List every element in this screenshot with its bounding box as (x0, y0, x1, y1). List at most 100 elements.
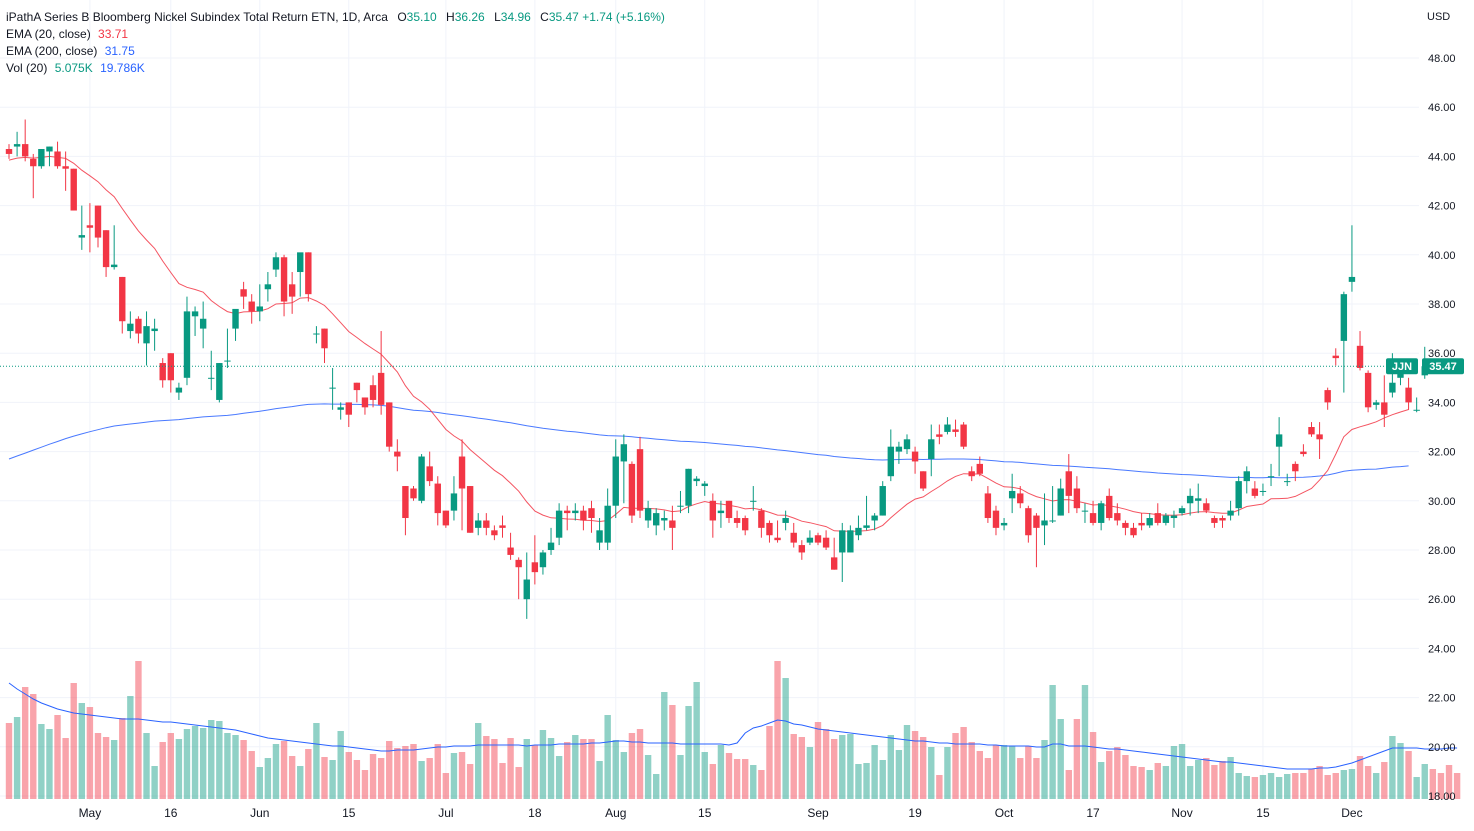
candle-body (1089, 513, 1097, 523)
volume-bar (1453, 773, 1461, 799)
candle-body (1405, 387, 1412, 403)
y-tick-label: 26.00 (1428, 594, 1456, 606)
candle-body (1025, 508, 1032, 536)
candle-body (1348, 276, 1356, 282)
candle-body (1186, 495, 1194, 504)
volume-label: Vol (20) (6, 61, 48, 75)
volume-bar (1429, 769, 1437, 799)
candle-body (847, 530, 854, 553)
volume-bar (1203, 758, 1210, 799)
volume-bar (1356, 756, 1364, 799)
candle-body (1178, 508, 1186, 514)
candle-body (377, 372, 385, 405)
volume-bar (1017, 758, 1024, 799)
currency-label[interactable]: USD (1427, 11, 1451, 23)
volume-bar (1381, 762, 1388, 799)
volume-ma-line (8, 682, 1458, 770)
volume-bar (774, 661, 781, 799)
x-tick-label: 15 (342, 806, 356, 820)
volume-bar (46, 729, 53, 799)
candle-body (353, 382, 361, 391)
price-tag[interactable]: JJN 35.47 (1386, 358, 1464, 375)
volume-bar (822, 729, 830, 799)
ema200-row[interactable]: EMA (200, close) 31.75 (6, 43, 665, 60)
x-tick-label: 15 (698, 806, 712, 820)
volume-bar (960, 727, 967, 799)
x-tick-label: 17 (1086, 806, 1100, 820)
volume-bar (62, 738, 69, 799)
volume-bar (442, 773, 450, 799)
candle-body (1300, 451, 1307, 455)
volume-bar (353, 760, 361, 799)
candle-body (612, 456, 619, 506)
candle-body (580, 510, 587, 521)
volume-bar (903, 725, 911, 799)
volume-bar (1000, 745, 1008, 799)
volume-bar (669, 705, 676, 799)
volume-bar (1130, 766, 1137, 799)
volume-bar (564, 742, 571, 799)
low-value: 34.96 (500, 10, 531, 24)
volume-bar (240, 740, 247, 799)
x-tick-label: Dec (1341, 806, 1362, 820)
volume-bar (1373, 773, 1380, 799)
ema200-value: 31.75 (104, 44, 135, 58)
volume-row[interactable]: Vol (20) 5.075K 19.786K (6, 60, 665, 77)
candle-body (450, 493, 458, 511)
volume-bar (992, 745, 1000, 799)
volume-bar (1106, 751, 1113, 799)
volume-bar (1389, 736, 1396, 799)
candle-body (717, 510, 725, 514)
candle-body (1243, 471, 1250, 482)
volume-bar (1138, 767, 1145, 799)
candle-body (669, 520, 676, 528)
volume-bar (717, 745, 725, 799)
candle-body (102, 230, 110, 268)
volume-bar (919, 737, 927, 799)
candle-body (280, 257, 288, 302)
volume-bar (5, 723, 13, 799)
candle-body (653, 513, 660, 526)
volume-bar (806, 747, 814, 799)
volume-bar (1089, 732, 1097, 799)
volume-bar (661, 692, 668, 799)
candle-body (466, 486, 474, 533)
volume-bar (402, 746, 409, 799)
volume-bar (30, 694, 37, 799)
volume-bar (1300, 773, 1307, 799)
candle-body (143, 326, 150, 344)
ema20-row[interactable]: EMA (20, close) 33.71 (6, 26, 665, 43)
volume-bar (741, 759, 749, 799)
volume-bar (879, 760, 886, 799)
candle-body (766, 522, 773, 536)
candle-body (839, 530, 846, 553)
y-tick-label: 34.00 (1428, 397, 1456, 409)
candle-body (1389, 382, 1396, 393)
candle-body (62, 166, 69, 169)
candle-body (119, 276, 126, 322)
candle-body (620, 444, 628, 462)
candle-body (1195, 498, 1202, 501)
candle-body (1114, 513, 1121, 521)
ema20-line (8, 155, 1409, 532)
candle-body (782, 518, 789, 523)
volume-bar (143, 733, 150, 799)
y-tick-label: 24.00 (1428, 643, 1456, 655)
volume-bar (750, 765, 757, 799)
candle-body (369, 385, 377, 400)
candle-body (515, 559, 522, 568)
volume-bar (1445, 765, 1453, 799)
volume-bar (1235, 773, 1242, 799)
candle-body (903, 439, 911, 450)
volume-bar (1211, 765, 1218, 799)
volume-bar (685, 706, 692, 799)
candle-body (919, 471, 927, 489)
volume-bar (248, 751, 255, 799)
candle-body (741, 518, 749, 531)
candle-body (1267, 476, 1275, 478)
candle-body (596, 530, 603, 543)
volume-bar (984, 758, 992, 799)
volume-bar (1219, 761, 1226, 799)
candle-body (1284, 481, 1291, 483)
